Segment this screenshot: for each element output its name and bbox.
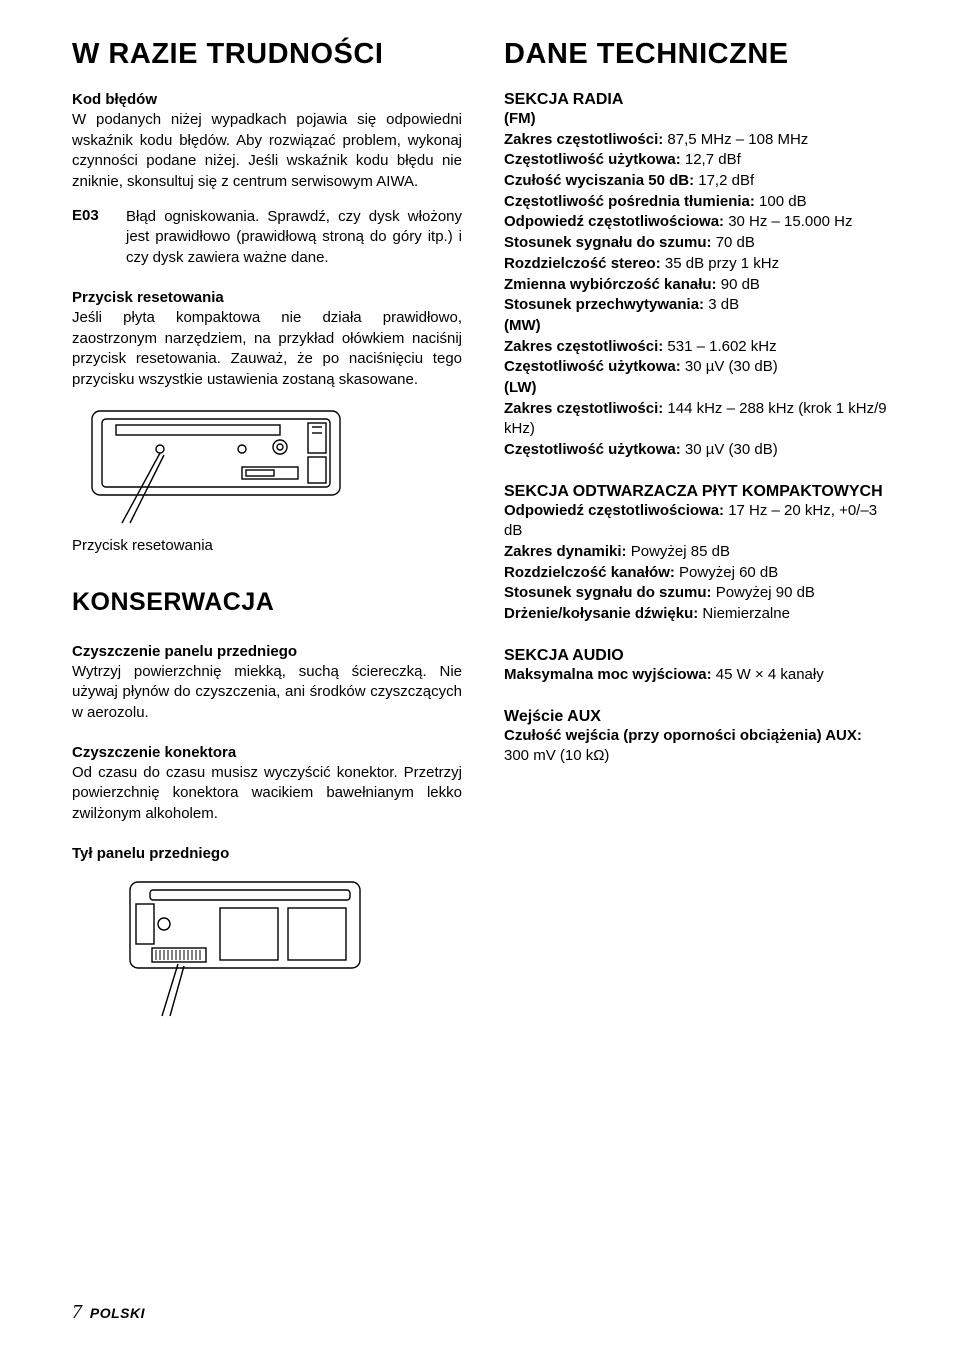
clean-front-heading: Czyszczenie panelu przedniego (72, 643, 462, 660)
clean-front-text: Wytrzyj powierzchnię miekką, suchą ścier… (72, 662, 462, 724)
fm-capture: Stosunek przechwytywania: 3 dB (504, 295, 894, 316)
lw-usable: Częstotliwość użytkowa: 30 µV (30 dB) (504, 440, 894, 461)
aux-sensitivity-value: 300 mV (10 kΩ) (504, 746, 894, 767)
right-column: DANE TECHNICZNE SEKCJA RADIA (FM) Zakres… (504, 38, 894, 1024)
cd-signal-noise: Stosunek sygnału do szumu: Powyżej 90 dB (504, 583, 894, 604)
error-row: E03 Błąd ogniskowania. Sprawdź, czy dysk… (72, 207, 462, 269)
clean-connector-text: Od czasu do czasu musisz wyczyścić konek… (72, 763, 462, 825)
fm-if-rejection: Częstotliwość pośrednia tłumienia: 100 d… (504, 192, 894, 213)
cd-freq-response: Odpowiedź częstotliwościowa: 17 Hz – 20 … (504, 501, 894, 542)
aux-sensitivity-label: Czułość wejścia (przy oporności obciążen… (504, 726, 894, 747)
fm-quieting: Czułość wyciszania 50 dB: 17,2 dBf (504, 171, 894, 192)
fm-usable: Częstotliwość użytkowa: 12,7 dBf (504, 150, 894, 171)
radio-section-heading: SEKCJA RADIA (504, 91, 894, 109)
lw-range: Zakres częstotliwości: 144 kHz – 288 kHz… (504, 399, 894, 440)
page-footer: 7 POLSKI (72, 1301, 145, 1324)
aux-section-heading: Wejście AUX (504, 708, 894, 726)
reset-button-text: Jeśli płyta kompaktowa nie działa prawid… (72, 308, 462, 391)
reset-button-heading: Przycisk resetowania (72, 289, 462, 306)
error-codes-heading: Kod błędów (72, 91, 462, 108)
rear-panel-illustration (120, 874, 380, 1024)
language-label: POLSKI (90, 1305, 145, 1321)
error-text-e03: Błąd ogniskowania. Sprawdź, czy dysk wło… (126, 207, 462, 269)
page-number: 7 (72, 1301, 82, 1323)
error-code-e03: E03 (72, 207, 126, 269)
mw-usable: Częstotliwość użytkowa: 30 µV (30 dB) (504, 357, 894, 378)
cd-dynamic-range: Zakres dynamiki: Powyżej 85 dB (504, 542, 894, 563)
two-column-layout: W RAZIE TRUDNOŚCI Kod błędów W podanych … (72, 38, 894, 1024)
cd-wow-flutter: Drżenie/kołysanie dźwięku: Niemierzalne (504, 604, 894, 625)
rear-panel-heading: Tył panelu przedniego (72, 845, 462, 862)
fm-freq-response: Odpowiedź częstotliwościowa: 30 Hz – 15.… (504, 212, 894, 233)
audio-section-heading: SEKCJA AUDIO (504, 647, 894, 665)
cd-section-heading: SEKCJA ODTWARZACZA PłYT KOMPAKTOWYCH (504, 483, 894, 501)
mw-label: (MW) (504, 317, 541, 334)
troubleshooting-title: W RAZIE TRUDNOŚCI (72, 38, 462, 71)
specs-title: DANE TECHNICZNE (504, 38, 894, 71)
error-codes-intro: W podanych niżej wypadkach pojawia się o… (72, 110, 462, 193)
fm-selectivity: Zmienna wybiórczość kanału: 90 dB (504, 275, 894, 296)
maintenance-title: KONSERWACJA (72, 588, 462, 617)
figure1-caption: Przycisk resetowania (72, 537, 462, 554)
fm-stereo-sep: Rozdzielczość stereo: 35 dB przy 1 kHz (504, 254, 894, 275)
fm-signal-noise: Stosunek sygnału do szumu: 70 dB (504, 233, 894, 254)
clean-connector-heading: Czyszczenie konektora (72, 744, 462, 761)
mw-range: Zakres częstotliwości: 531 – 1.602 kHz (504, 337, 894, 358)
cd-channel-sep: Rozdzielczość kanałów: Powyżej 60 dB (504, 563, 894, 584)
front-panel-illustration (72, 403, 346, 533)
fm-range: Zakres częstotliwości: 87,5 MHz – 108 MH… (504, 130, 894, 151)
audio-max-power: Maksymalna moc wyjściowa: 45 W × 4 kanał… (504, 665, 894, 686)
left-column: W RAZIE TRUDNOŚCI Kod błędów W podanych … (72, 38, 462, 1024)
fm-label: (FM) (504, 110, 536, 127)
lw-label: (LW) (504, 379, 536, 396)
